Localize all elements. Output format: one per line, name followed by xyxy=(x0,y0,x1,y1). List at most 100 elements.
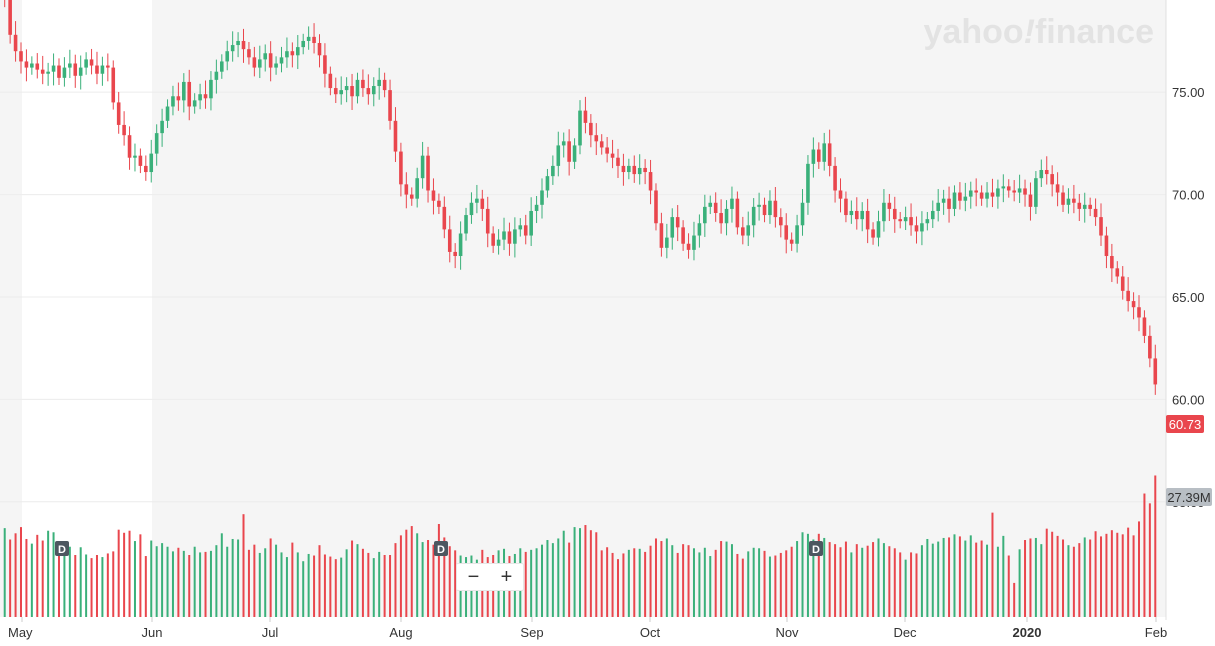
volume-bar xyxy=(1034,537,1037,617)
volume-bar xyxy=(948,537,951,617)
volume-bar xyxy=(1062,539,1065,617)
volume-bar xyxy=(356,544,359,617)
volume-bar xyxy=(774,555,777,617)
candle-body xyxy=(377,79,381,87)
candle-body xyxy=(979,192,984,199)
candle-body xyxy=(670,217,675,238)
candle-body xyxy=(144,165,148,173)
candle-body xyxy=(165,106,170,121)
candle-body xyxy=(735,198,740,228)
candle-body xyxy=(985,192,989,199)
candle-body xyxy=(1137,307,1141,318)
volume-bar xyxy=(275,544,278,617)
month-band xyxy=(532,0,650,617)
volume-bar xyxy=(877,538,880,617)
volume-bar xyxy=(334,559,337,617)
volume-bar xyxy=(1089,539,1092,617)
price-tick-label: 60.00 xyxy=(1172,392,1205,407)
candle-body xyxy=(1088,204,1092,209)
volume-bar xyxy=(649,545,652,617)
dividend-marker[interactable]: D xyxy=(809,541,823,556)
volume-bar xyxy=(258,552,261,617)
volume-bar xyxy=(79,547,82,617)
volume-bar xyxy=(872,542,875,617)
candle-body xyxy=(567,141,571,162)
candle-body xyxy=(779,217,783,226)
zoom-in-button[interactable]: + xyxy=(500,566,513,588)
month-band xyxy=(787,0,905,617)
candle-body xyxy=(941,198,946,203)
last-price-marker: 60.73 xyxy=(1166,415,1204,433)
candle-body xyxy=(534,204,539,211)
dividend-marker[interactable]: D xyxy=(434,541,448,556)
volume-bar xyxy=(85,554,88,617)
volume-bar xyxy=(747,551,750,617)
candle-body xyxy=(371,86,376,95)
candle-body xyxy=(724,208,729,224)
month-label: Jun xyxy=(142,625,163,640)
volume-badge xyxy=(1166,488,1212,506)
volume-bar xyxy=(237,539,240,617)
volume-bar xyxy=(1154,475,1157,617)
volume-bar xyxy=(611,552,614,617)
volume-bar xyxy=(41,540,44,617)
candle-body xyxy=(1050,174,1054,185)
candle-body xyxy=(556,145,561,166)
candle-body xyxy=(784,225,789,240)
volume-bar xyxy=(785,550,788,617)
candle-body xyxy=(974,190,978,193)
volume-bar xyxy=(980,540,983,617)
candle-body xyxy=(203,94,208,99)
zoom-out-button[interactable]: − xyxy=(467,566,480,588)
volume-bar xyxy=(454,550,457,617)
candle-body xyxy=(236,40,240,46)
candle-body xyxy=(68,63,72,68)
volume-bar xyxy=(285,557,288,617)
volume-bar xyxy=(541,544,544,617)
candle-body xyxy=(1142,317,1147,336)
candle-body xyxy=(768,200,772,216)
volume-bar xyxy=(128,530,131,617)
volume-bar xyxy=(741,558,744,617)
volume-bar xyxy=(1072,546,1075,617)
dividend-marker[interactable]: D xyxy=(55,541,69,556)
volume-bar xyxy=(595,532,598,617)
candle-body xyxy=(415,178,419,199)
volume-bar xyxy=(779,552,782,617)
candle-body xyxy=(816,149,821,162)
candle-body xyxy=(502,231,506,240)
candle-body xyxy=(78,67,83,76)
candle-body xyxy=(404,184,409,195)
candle-body xyxy=(154,133,159,154)
candle-body xyxy=(24,61,29,68)
volume-bar xyxy=(915,553,918,617)
volume-bar xyxy=(736,553,739,617)
volume-bar xyxy=(36,534,39,617)
candle-body xyxy=(746,225,751,236)
volume-bar xyxy=(144,556,147,617)
candle-body xyxy=(1001,186,1006,189)
volume-bar xyxy=(226,546,229,617)
candle-body xyxy=(1044,169,1049,175)
candle-body xyxy=(1126,290,1130,302)
candle-body xyxy=(442,206,447,230)
candle-body xyxy=(898,219,903,222)
volume-bar xyxy=(622,553,625,617)
volume-bar xyxy=(964,540,967,617)
candle-body xyxy=(453,251,457,257)
volume-bar xyxy=(606,547,609,617)
volume-bar xyxy=(351,540,354,617)
volume-bar xyxy=(199,552,202,617)
candle-body xyxy=(523,225,528,236)
candle-body xyxy=(616,157,620,166)
volume-bar xyxy=(1078,543,1081,617)
volume-bar xyxy=(752,547,755,617)
candle-body xyxy=(1153,358,1158,385)
candle-body xyxy=(13,34,18,52)
volume-bar xyxy=(768,556,771,617)
candle-body xyxy=(187,81,192,107)
volume-bar xyxy=(850,552,853,617)
volume-bar xyxy=(796,541,799,617)
